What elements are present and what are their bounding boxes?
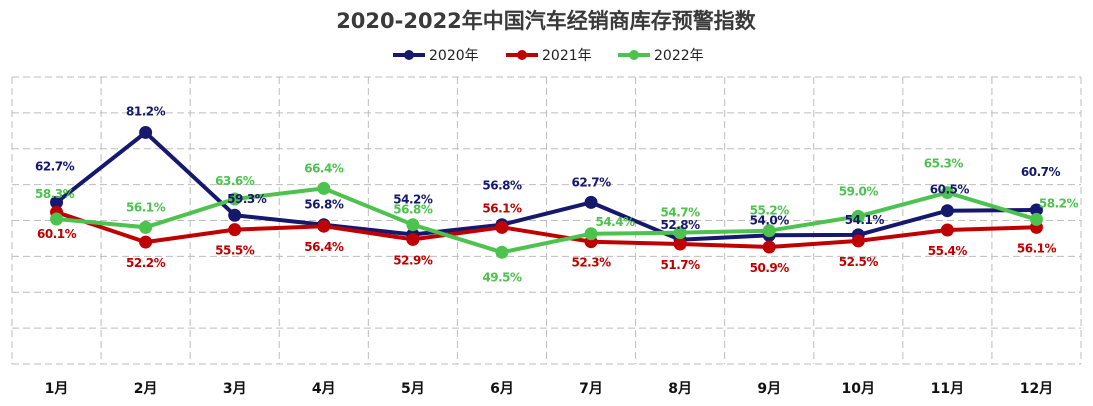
data-label: 52.2% bbox=[126, 256, 166, 270]
data-point bbox=[1029, 212, 1043, 226]
data-point bbox=[1029, 203, 1043, 217]
x-tick-label: 2月 bbox=[134, 381, 158, 397]
data-label: 52.9% bbox=[393, 253, 433, 267]
data-label: 56.1% bbox=[126, 200, 166, 214]
data-label: 58.2% bbox=[1039, 196, 1079, 210]
data-label: 63.6% bbox=[215, 174, 255, 188]
data-point bbox=[50, 212, 64, 226]
data-label: 60.7% bbox=[1021, 165, 1061, 179]
data-label: 59.0% bbox=[839, 184, 879, 198]
data-point bbox=[940, 186, 954, 200]
data-label: 81.2% bbox=[126, 104, 166, 118]
data-point bbox=[584, 195, 598, 209]
data-label: 54.4% bbox=[595, 215, 635, 229]
data-point bbox=[228, 223, 242, 237]
data-label: 55.5% bbox=[215, 244, 255, 258]
x-tick-label: 12月 bbox=[1020, 381, 1053, 397]
data-label: 60.5% bbox=[930, 183, 970, 197]
data-label: 56.1% bbox=[1017, 241, 1057, 255]
data-point bbox=[495, 245, 509, 259]
x-tick-label: 10月 bbox=[842, 381, 875, 397]
data-label: 54.2% bbox=[393, 193, 433, 207]
data-label: 51.7% bbox=[661, 258, 701, 272]
data-point bbox=[940, 204, 954, 218]
data-label: 52.8% bbox=[661, 218, 701, 232]
series-lines bbox=[55, 130, 1038, 255]
legend: 2020年 2021年 2022年 bbox=[393, 48, 704, 64]
data-label: 56.8% bbox=[304, 198, 344, 212]
data-label: 52.3% bbox=[571, 256, 611, 270]
x-tick-label: 4月 bbox=[312, 381, 336, 397]
data-point bbox=[317, 181, 331, 195]
data-point bbox=[139, 235, 153, 249]
data-label: 56.4% bbox=[304, 240, 344, 254]
data-label: 54.7% bbox=[661, 206, 701, 220]
x-tick-label: 9月 bbox=[757, 381, 781, 397]
data-point bbox=[317, 219, 331, 233]
data-label: 58.3% bbox=[35, 187, 75, 201]
data-point bbox=[406, 232, 420, 246]
data-label: 54.0% bbox=[750, 213, 790, 227]
data-labels: 62.7%81.2%59.3% 56.8% 54.2%56.8% 62.7%52.8%… bbox=[35, 104, 1079, 284]
data-label: 52.5% bbox=[839, 255, 879, 269]
data-point bbox=[228, 192, 242, 206]
legend-marker bbox=[404, 50, 414, 60]
data-point bbox=[673, 226, 687, 240]
legend-label: 2021年 bbox=[542, 48, 592, 64]
data-label: 56.8% bbox=[482, 179, 522, 193]
data-label: 62.7% bbox=[571, 175, 611, 189]
legend-marker bbox=[517, 50, 527, 60]
x-tick-label: 11月 bbox=[931, 381, 964, 397]
data-point bbox=[762, 240, 776, 254]
data-label: 60.1% bbox=[37, 227, 77, 241]
data-label: 55.2% bbox=[750, 204, 790, 218]
x-tick-label: 7月 bbox=[579, 381, 603, 397]
data-point bbox=[762, 224, 776, 238]
legend-label: 2020年 bbox=[429, 48, 479, 64]
data-point bbox=[673, 237, 687, 251]
data-label: 56.8% bbox=[393, 203, 433, 217]
data-label: 50.9% bbox=[750, 261, 790, 275]
data-point bbox=[851, 234, 865, 248]
x-tick-label: 6月 bbox=[490, 381, 514, 397]
series-points bbox=[50, 125, 1043, 259]
gridlines bbox=[11, 76, 1082, 365]
data-label: 59.3% bbox=[227, 192, 267, 206]
data-label: 62.7% bbox=[35, 159, 75, 173]
series-line bbox=[56, 186, 1038, 255]
data-point bbox=[50, 195, 64, 209]
data-label: 54.1% bbox=[845, 213, 885, 227]
series-line bbox=[55, 130, 1037, 242]
x-tick-label: 8月 bbox=[668, 381, 692, 397]
legend-label: 2022年 bbox=[654, 48, 704, 64]
data-point bbox=[139, 125, 153, 139]
data-point bbox=[139, 220, 153, 234]
data-point bbox=[406, 218, 420, 232]
x-tick-label: 1月 bbox=[45, 381, 69, 397]
data-point bbox=[584, 227, 598, 241]
x-tick-label: 3月 bbox=[223, 381, 247, 397]
data-label: 66.4% bbox=[304, 161, 344, 175]
legend-marker bbox=[629, 50, 639, 60]
data-point bbox=[851, 209, 865, 223]
x-axis-ticks: 1月 2月 3月 4月 5月 6月 7月 8月 9月 10月 11月 12月 bbox=[45, 381, 1054, 397]
data-point bbox=[940, 223, 954, 237]
data-label: 49.5% bbox=[482, 270, 522, 284]
x-tick-label: 5月 bbox=[401, 381, 425, 397]
series-line bbox=[55, 210, 1037, 249]
data-point bbox=[495, 220, 509, 234]
chart-title: 2020-2022年中国汽车经销商库存预警指数 bbox=[336, 9, 757, 33]
data-point bbox=[228, 208, 242, 222]
data-label: 56.1% bbox=[482, 201, 522, 215]
data-label: 65.3% bbox=[924, 157, 964, 171]
data-label: 55.4% bbox=[928, 244, 968, 258]
